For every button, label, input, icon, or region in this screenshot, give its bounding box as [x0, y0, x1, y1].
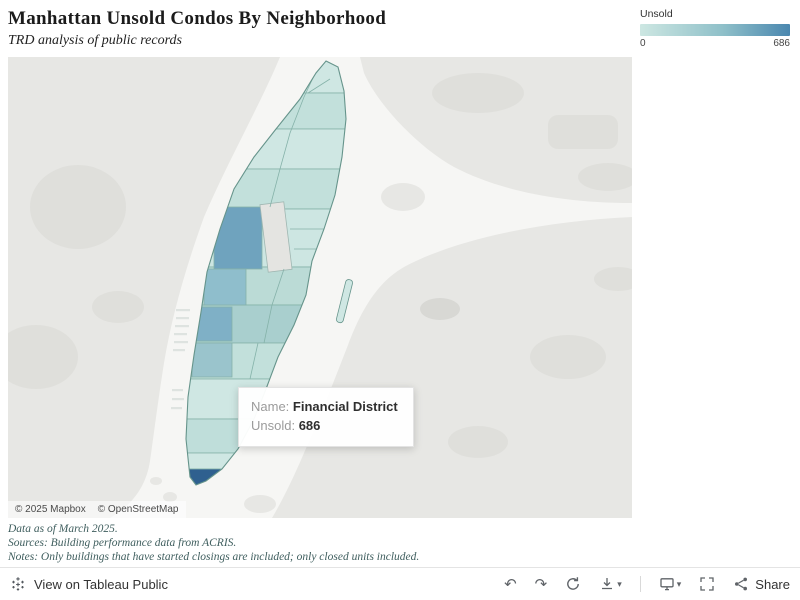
page-subtitle: TRD analysis of public records — [8, 33, 182, 48]
monitor-icon — [660, 578, 674, 591]
share-button[interactable]: Share — [733, 576, 790, 592]
central-park — [259, 201, 293, 273]
caret-down-icon: ▾ — [676, 578, 682, 589]
caret-down-icon: ▾ — [617, 578, 622, 589]
undo-button[interactable]: ↶ — [504, 577, 517, 592]
tooltip-name-value: Financial District — [292, 399, 398, 414]
manhattan-outline — [185, 60, 347, 486]
redo-button[interactable]: ↷ — [535, 577, 548, 592]
map-attribution: © 2025 Mapbox © OpenStreetMap — [8, 501, 186, 518]
note-data-date: Data as of March 2025. — [8, 523, 118, 535]
openstreetmap-attribution-link[interactable]: © OpenStreetMap — [97, 504, 179, 515]
piers — [171, 309, 190, 410]
toolbar-separator — [639, 576, 641, 592]
reset-icon — [567, 577, 580, 590]
share-label: Share — [755, 576, 790, 592]
view-on-tableau-label: View on Tableau Public — [34, 576, 168, 592]
redo-icon: ↷ — [534, 575, 548, 593]
map-canvas[interactable]: Name: Financial District Unsold: 686 © 2… — [8, 57, 632, 518]
download-button[interactable]: ▾ — [659, 576, 682, 592]
reset-button[interactable] — [565, 576, 581, 592]
roosevelt-island — [336, 279, 353, 324]
bronx-land — [360, 57, 632, 203]
new-jersey-land — [8, 57, 280, 518]
legend-max: 686 — [773, 38, 790, 49]
tooltip-name-line: Name: Financial District — [251, 398, 401, 417]
tooltip-unsold-line: Unsold: 686 — [251, 417, 401, 436]
tableau-toolbar: View on Tableau Public ↶ ↷ ▾ — [0, 567, 800, 600]
view-on-tableau-link[interactable]: View on Tableau Public — [10, 576, 168, 592]
mapbox-attribution-link[interactable]: © 2025 Mapbox — [15, 504, 86, 515]
legend-title: Unsold — [640, 8, 673, 20]
share-icon — [735, 577, 748, 591]
note-methodology: Notes: Only buildings that have started … — [8, 551, 420, 563]
color-legend: Unsold 0 686 — [640, 8, 792, 49]
map-tooltip: Name: Financial District Unsold: 686 — [238, 387, 414, 447]
footer-notes: Data as of March 2025. Sources: Building… — [8, 522, 419, 564]
choropleth-map-svg — [8, 57, 632, 518]
page-title: Manhattan Unsold Condos By Neighborhood — [8, 8, 387, 29]
refresh-button[interactable]: ▾ — [599, 576, 622, 592]
download-arrow-icon — [602, 578, 613, 590]
legend-min: 0 — [640, 38, 646, 49]
undo-icon: ↶ — [504, 575, 517, 593]
tableau-logo-icon — [10, 576, 26, 592]
tooltip-name-label: Name: — [251, 399, 290, 414]
legend-gradient — [640, 24, 790, 36]
tooltip-unsold-label: Unsold: — [251, 417, 296, 433]
small-islands — [150, 183, 425, 513]
tooltip-unsold-value: 686 — [298, 417, 321, 433]
note-sources: Sources: Building performance data from … — [8, 537, 237, 549]
fullscreen-icon — [700, 577, 714, 591]
fullscreen-button[interactable] — [699, 576, 715, 592]
